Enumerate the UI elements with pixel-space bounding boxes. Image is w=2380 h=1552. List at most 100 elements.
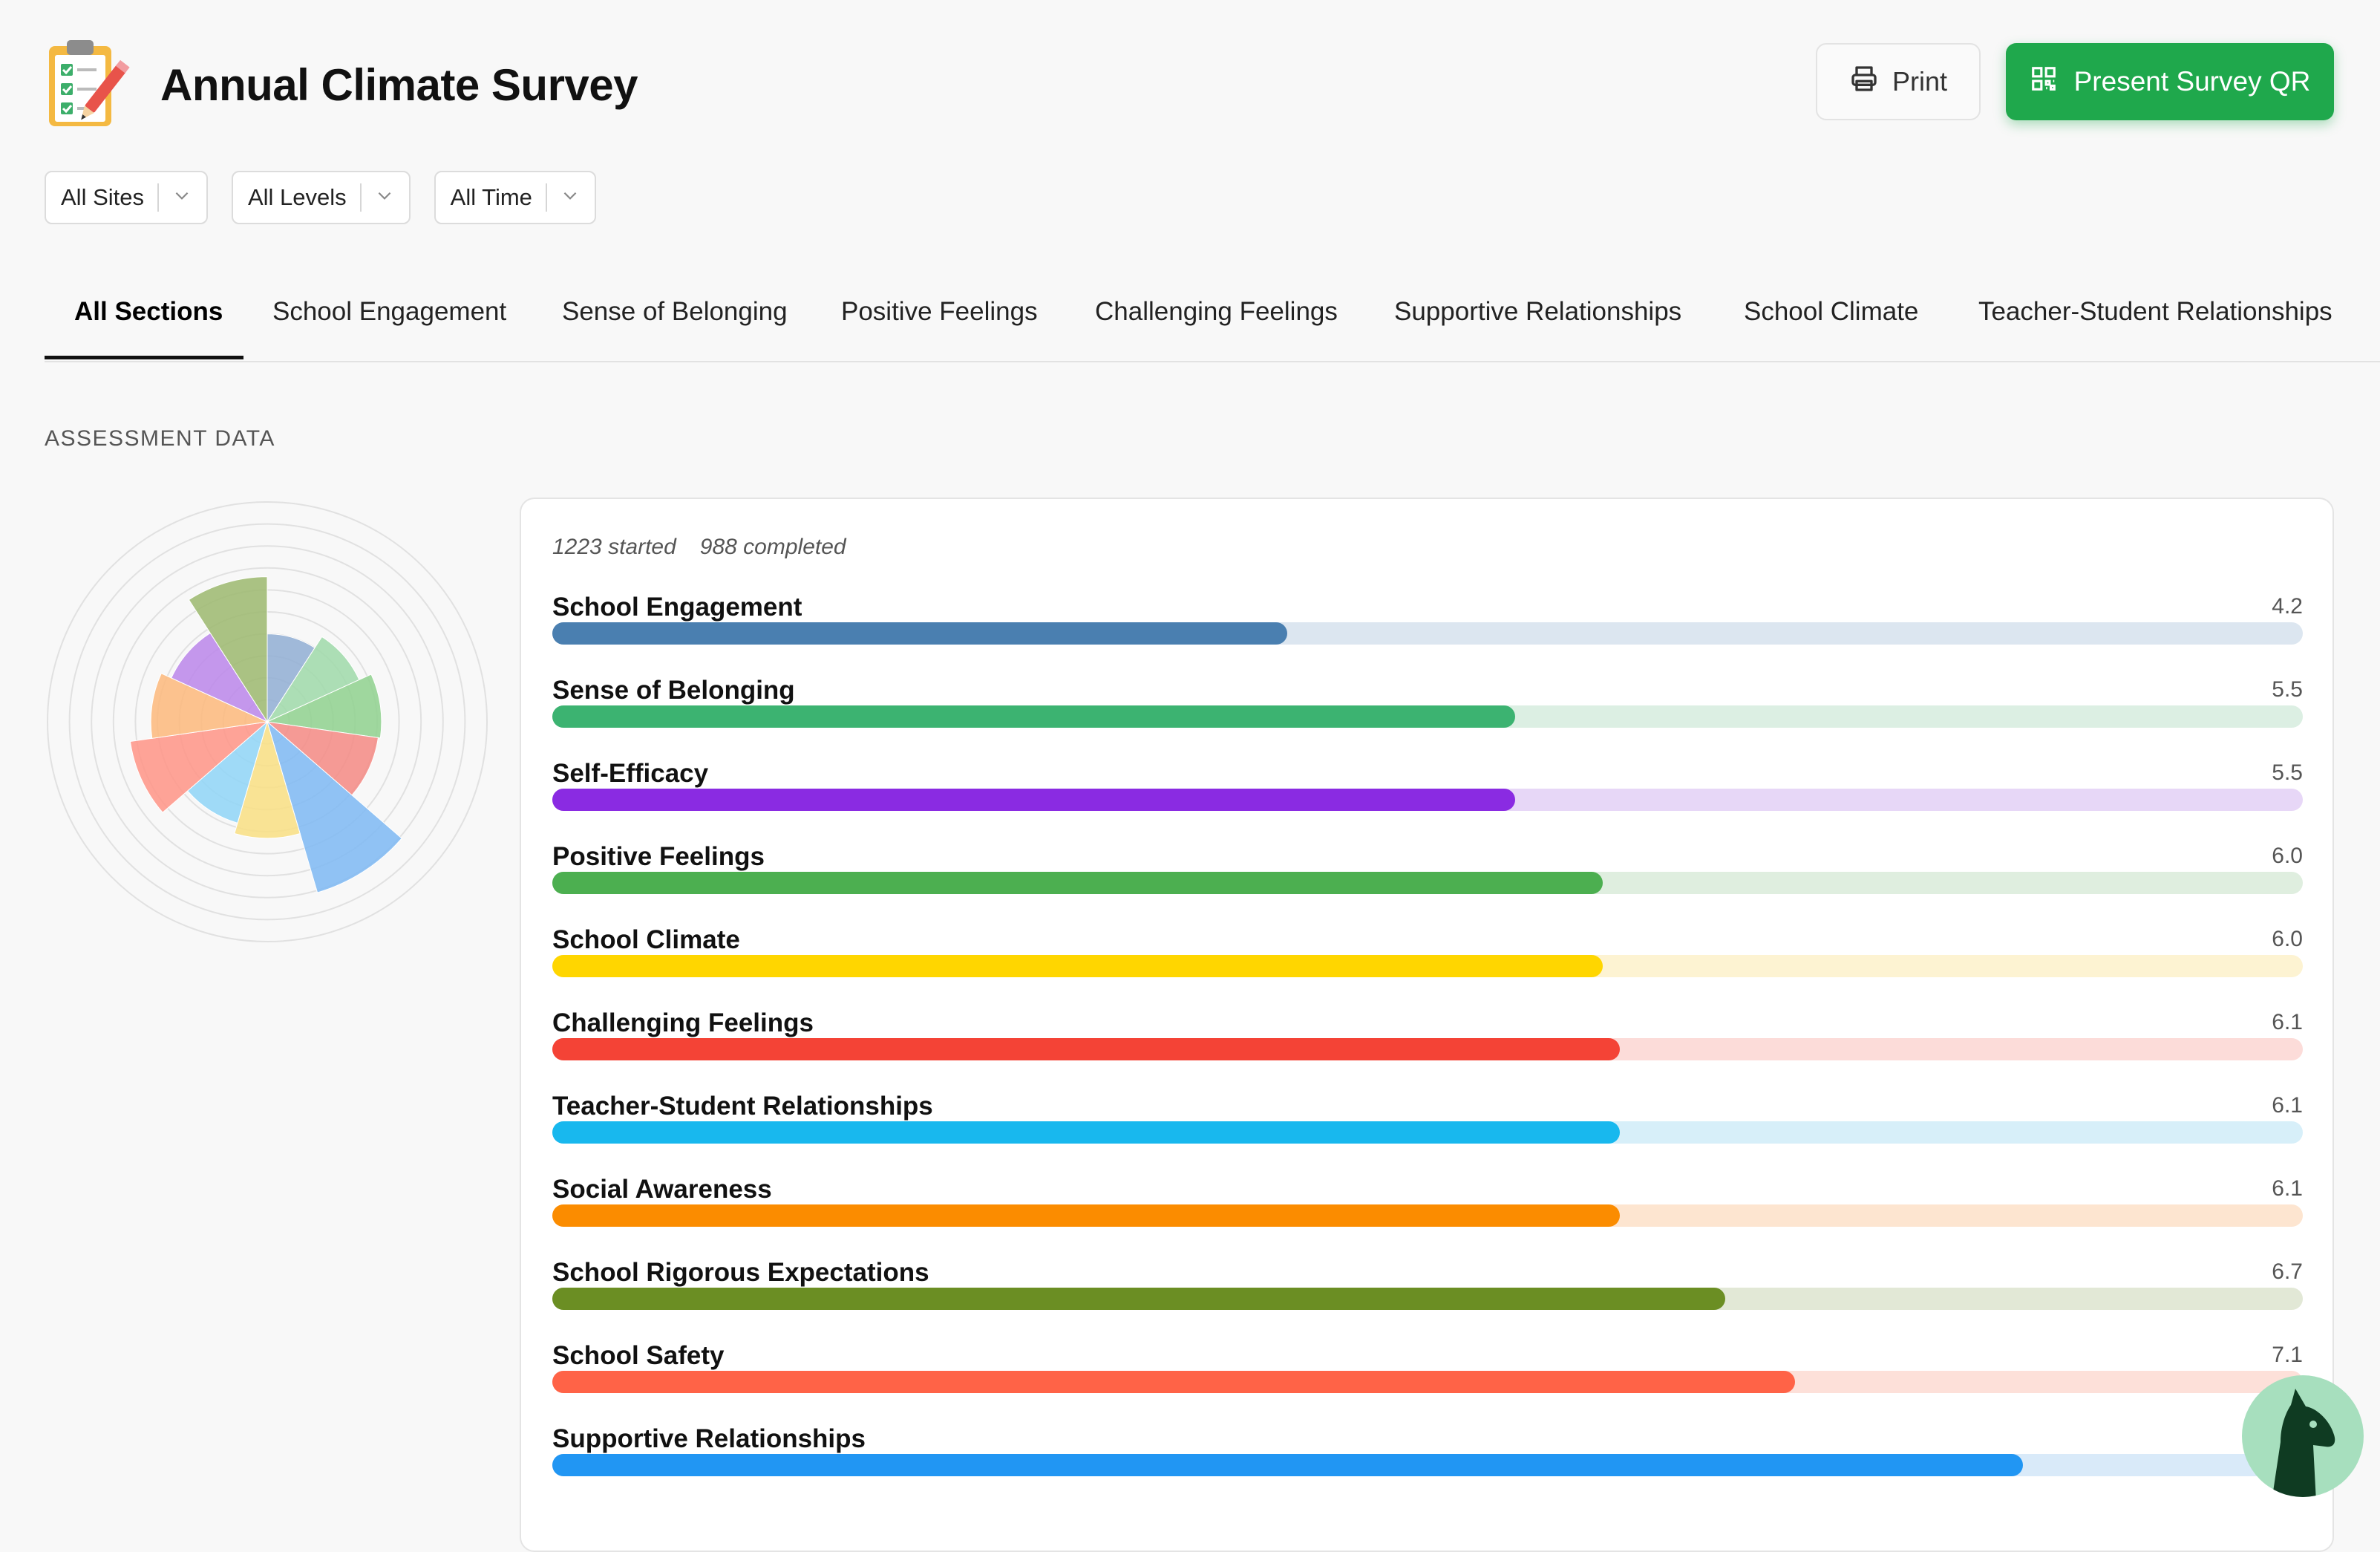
metric-bar: [552, 1204, 1621, 1227]
radial-grid-ring: [112, 567, 422, 877]
metric-track: [552, 1204, 2303, 1227]
active-tab-indicator: [45, 356, 243, 359]
tab-sense-of-belonging[interactable]: Sense of Belonging: [562, 297, 788, 326]
response-counts: 1223 started 988 completed: [552, 535, 846, 560]
metric-bar: [552, 1038, 1621, 1060]
metric-row: School Safety 7.1: [552, 1341, 2303, 1415]
metric-track: [552, 789, 2303, 811]
metric-label: School Climate: [552, 925, 740, 954]
metric-label: Sense of Belonging: [552, 676, 795, 705]
metric-bar: [552, 789, 1515, 811]
metric-bar: [552, 1371, 1796, 1393]
radial-segment: [188, 576, 268, 723]
tab-supportive-relationships[interactable]: Supportive Relationships: [1394, 297, 1682, 326]
tab-teacher-student-relationships[interactable]: Teacher-Student Relationships: [1978, 297, 2332, 326]
qr-code-icon: [2030, 65, 2058, 100]
printer-icon: [1849, 64, 1879, 100]
filter-label: All Sites: [61, 184, 144, 210]
metric-value: 6.7: [2272, 1259, 2303, 1284]
metric-bar: [552, 1454, 2023, 1476]
started-count: 1223 started: [552, 535, 676, 559]
metric-label: Supportive Relationships: [552, 1424, 866, 1453]
radial-segment: [171, 632, 269, 723]
page-header: Annual Climate Survey Print Present Surv…: [45, 39, 2334, 135]
metric-row: Teacher-Student Relationships 6.1: [552, 1092, 2303, 1166]
metric-track: [552, 1371, 2303, 1393]
radial-segment: [267, 720, 402, 893]
metric-track: [552, 705, 2303, 728]
metric-bar: [552, 705, 1515, 728]
metric-bar: [552, 1288, 1725, 1310]
metric-row: Positive Feelings 6.0: [552, 842, 2303, 916]
present-survey-qr-button[interactable]: Present Survey QR: [2006, 43, 2334, 120]
metric-track: [552, 1288, 2303, 1310]
divider: [157, 183, 159, 212]
metric-label: School Rigorous Expectations: [552, 1258, 929, 1287]
metric-bar: [552, 622, 1288, 645]
radial-summary-chart: [42, 496, 493, 948]
chevron-down-icon: [172, 184, 192, 211]
metric-row: Social Awareness 6.1: [552, 1175, 2303, 1249]
metric-value: 6.0: [2272, 844, 2303, 868]
assessment-card: 1223 started 988 completed School Engagem…: [520, 498, 2334, 1552]
metric-row: Supportive Relationships: [552, 1424, 2303, 1499]
metric-value: 6.1: [2272, 1176, 2303, 1201]
filter-label: All Time: [450, 184, 532, 210]
tab-all-sections[interactable]: All Sections: [74, 297, 223, 326]
metric-bar: [552, 1121, 1621, 1144]
metric-value: 6.1: [2272, 1093, 2303, 1118]
filter-label: All Levels: [247, 184, 347, 210]
metric-track: [552, 622, 2303, 645]
radial-segment: [234, 720, 301, 839]
radial-grid-ring: [68, 523, 466, 921]
metric-value: 7.1: [2272, 1343, 2303, 1367]
metric-row: Sense of Belonging 5.5: [552, 676, 2303, 750]
radial-grid-ring: [47, 501, 488, 942]
page-title: Annual Climate Survey: [160, 60, 638, 110]
tab-positive-feelings[interactable]: Positive Feelings: [841, 297, 1038, 326]
radial-grid-ring: [91, 545, 444, 899]
divider: [545, 183, 547, 212]
filter-bar: All Sites All Levels All Time: [45, 171, 596, 224]
metric-label: Challenging Feelings: [552, 1008, 814, 1037]
metric-bar: [552, 872, 1603, 894]
radial-segment: [150, 673, 269, 739]
metric-track: [552, 955, 2303, 977]
metric-label: Teacher-Student Relationships: [552, 1092, 933, 1121]
metric-label: School Engagement: [552, 593, 802, 622]
tab-school-climate[interactable]: School Climate: [1744, 297, 1919, 326]
metric-track: [552, 872, 2303, 894]
time-filter-select[interactable]: All Time: [434, 171, 596, 224]
radial-segment: [266, 721, 379, 796]
chevron-down-icon: [375, 184, 394, 211]
divider: [359, 183, 362, 212]
metric-row: Challenging Feelings 6.1: [552, 1008, 2303, 1083]
metric-value: 4.2: [2272, 594, 2303, 619]
clipboard-icon: [45, 39, 132, 131]
print-button[interactable]: Print: [1816, 43, 1981, 120]
level-filter-select[interactable]: All Levels: [231, 171, 411, 224]
metric-track: [552, 1454, 2303, 1476]
metric-row: School Climate 6.0: [552, 925, 2303, 1000]
site-filter-select[interactable]: All Sites: [45, 171, 208, 224]
completed-count: 988 completed: [699, 535, 846, 559]
metric-value: 6.0: [2272, 927, 2303, 951]
metric-label: Self-Efficacy: [552, 759, 709, 788]
chevron-down-icon: [560, 184, 580, 211]
tab-school-engagement[interactable]: School Engagement: [272, 297, 507, 326]
metric-bar: [552, 955, 1603, 977]
metric-value: 5.5: [2272, 677, 2303, 702]
radial-segment: [266, 674, 382, 739]
section-heading: ASSESSMENT DATA: [45, 426, 275, 451]
tab-challenging-feelings[interactable]: Challenging Feelings: [1095, 297, 1338, 326]
metric-row: School Engagement 4.2: [552, 593, 2303, 667]
metric-track: [552, 1121, 2303, 1144]
metric-value: 6.1: [2272, 1010, 2303, 1034]
metric-row: Self-Efficacy 5.5: [552, 759, 2303, 833]
qr-label: Present Survey QR: [2073, 66, 2311, 97]
llama-mascot-icon[interactable]: [2242, 1375, 2364, 1497]
metric-row: School Rigorous Expectations 6.7: [552, 1258, 2303, 1332]
metric-track: [552, 1038, 2303, 1060]
metric-label: Positive Feelings: [552, 842, 765, 871]
metric-label: Social Awareness: [552, 1175, 772, 1204]
